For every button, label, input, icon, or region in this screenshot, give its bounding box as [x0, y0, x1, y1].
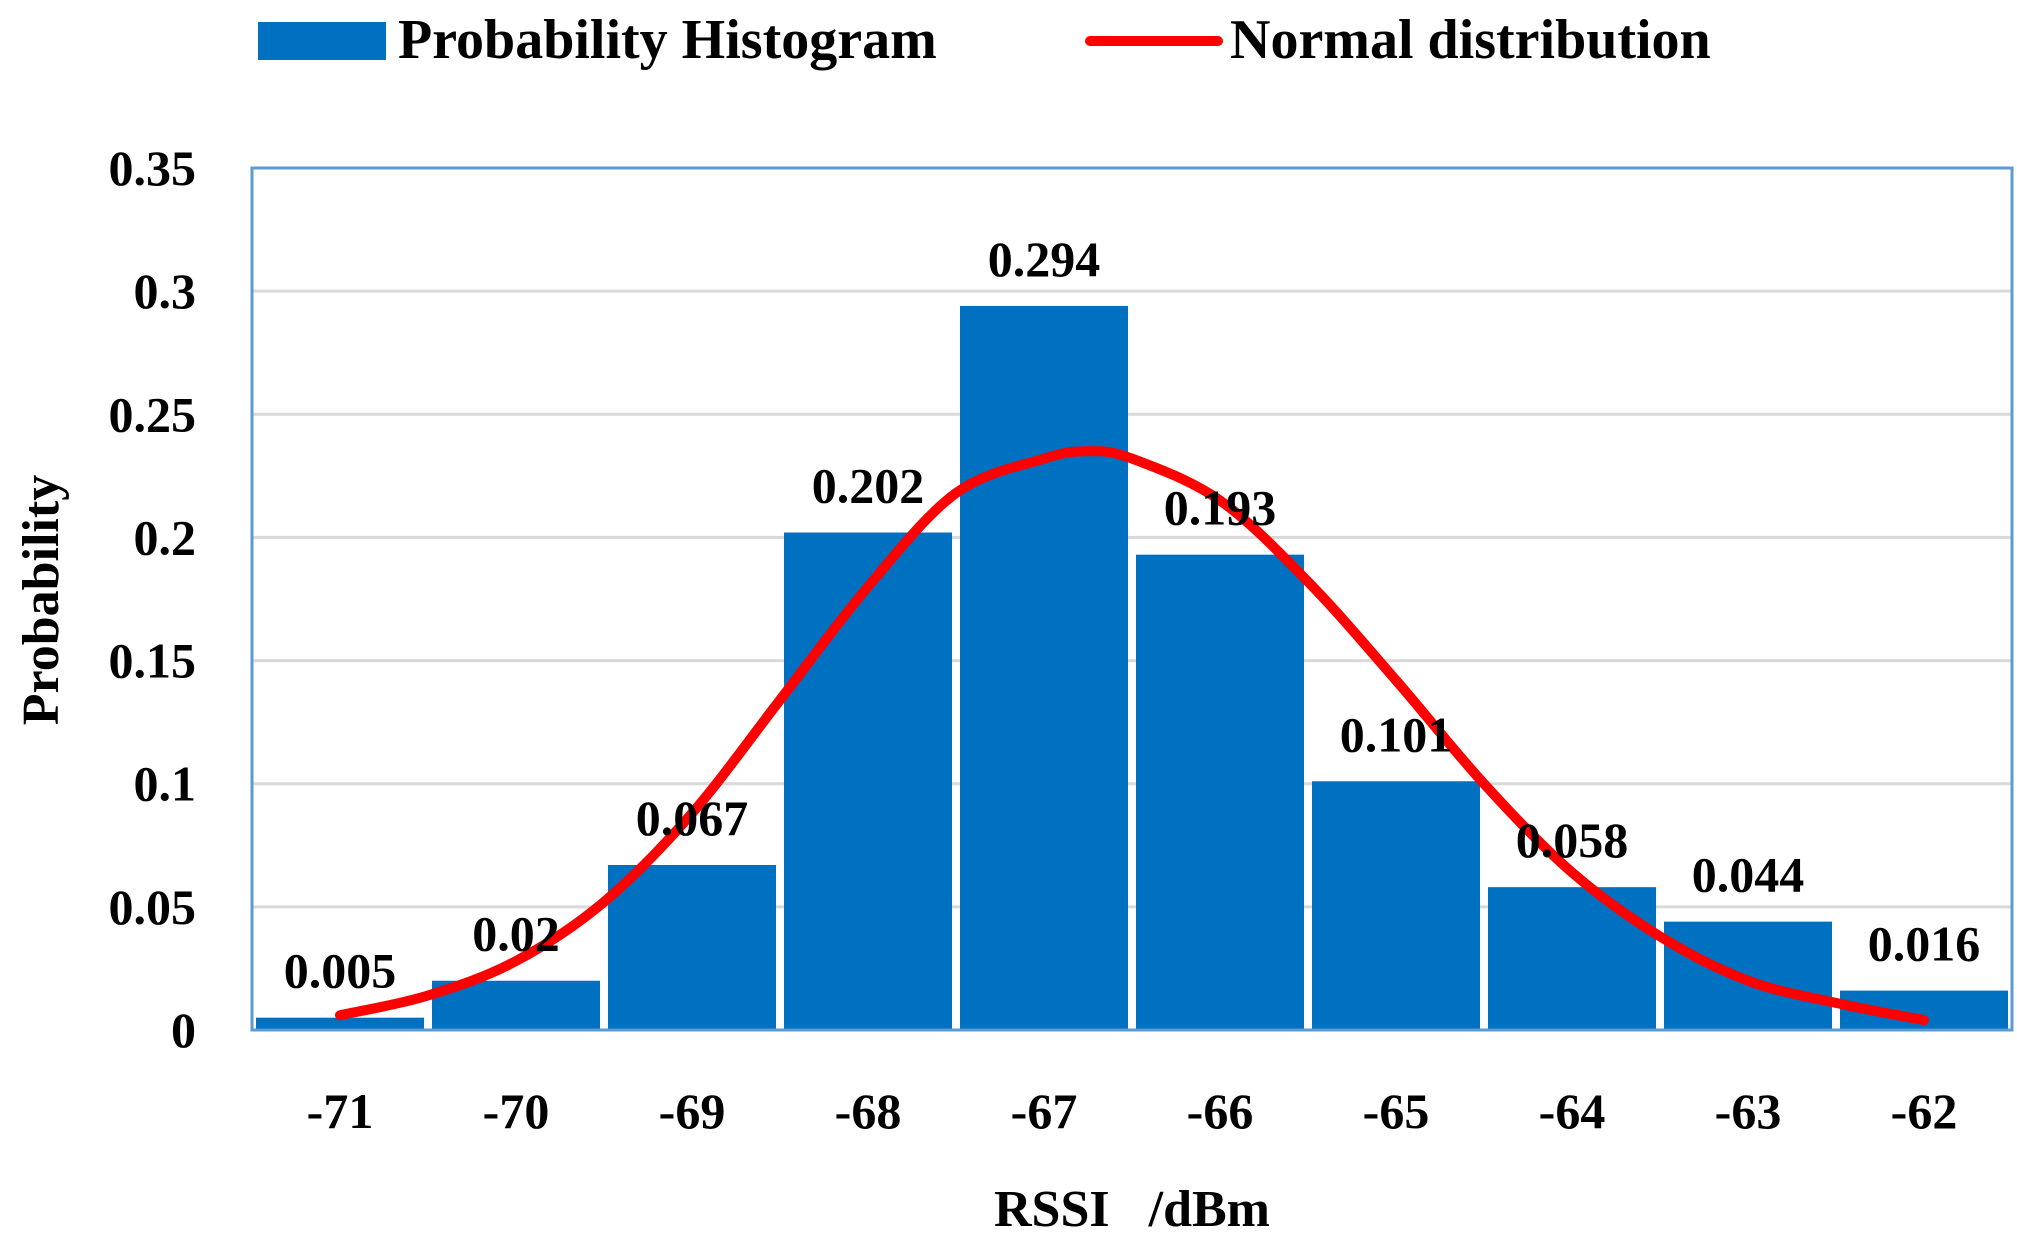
x-tick-label-8: -63 [1715, 1083, 1782, 1139]
data-label-4: 0.294 [988, 231, 1101, 287]
x-tick-label-6: -65 [1363, 1083, 1430, 1139]
bar-2 [608, 864, 776, 1030]
data-label-0: 0.005 [284, 943, 397, 999]
data-label-3: 0.202 [812, 458, 925, 514]
x-tick-label-2: -69 [659, 1083, 726, 1139]
y-axis-ticks: 0 0.05 0.1 0.15 0.2 0.25 0.3 0.35 [109, 140, 197, 1058]
data-label-2: 0.067 [636, 790, 749, 846]
y-tick-label-0: 0 [171, 1002, 196, 1058]
bar-7 [1488, 887, 1656, 1030]
x-tick-label-7: -64 [1539, 1083, 1606, 1139]
data-label-8: 0.044 [1692, 847, 1805, 903]
x-tick-label-0: -71 [307, 1083, 374, 1139]
y-tick-label-7: 0.35 [109, 140, 197, 196]
y-tick-label-5: 0.25 [109, 386, 197, 442]
x-axis-ticks: -71 -70 -69 -68 -67 -66 -65 -64 -63 -62 [307, 1083, 1958, 1139]
x-tick-label-3: -68 [835, 1083, 902, 1139]
gridlines [252, 166, 2012, 909]
bar-0 [256, 1017, 424, 1030]
x-tick-label-4: -67 [1011, 1083, 1078, 1139]
bar-5 [1136, 554, 1304, 1030]
legend: Probability Histogram Normal distributio… [258, 9, 1711, 71]
data-label-1: 0.02 [472, 906, 560, 962]
y-tick-label-1: 0.05 [109, 879, 197, 935]
data-label-7: 0.058 [1516, 812, 1629, 868]
legend-swatch-histogram [258, 22, 386, 60]
legend-label-histogram: Probability Histogram [398, 9, 937, 71]
data-label-9: 0.016 [1868, 916, 1981, 972]
plot-area-border [250, 166, 2014, 1032]
y-tick-label-6: 0.3 [134, 263, 197, 319]
y-axis-title: Probability [13, 475, 70, 725]
x-axis-title: RSSI /dBm [994, 1181, 1270, 1238]
bar-series [256, 305, 2008, 1030]
x-tick-label-1: -70 [483, 1083, 550, 1139]
y-tick-label-3: 0.15 [109, 633, 197, 689]
x-tick-label-5: -66 [1187, 1083, 1254, 1139]
bar-3 [784, 532, 952, 1030]
y-tick-label-4: 0.2 [134, 509, 197, 565]
bar-4 [960, 305, 1128, 1030]
data-labels: 0.005 0.02 0.067 0.202 0.294 0.193 0.101 0.058 0… [284, 231, 1981, 999]
bar-6 [1312, 781, 1480, 1030]
x-tick-label-9: -62 [1891, 1083, 1958, 1139]
data-label-5: 0.193 [1164, 480, 1277, 536]
normal-distribution-line [335, 446, 1929, 1026]
legend-label-normal: Normal distribution [1230, 9, 1711, 71]
y-tick-label-2: 0.1 [134, 756, 197, 812]
data-label-6: 0.101 [1340, 706, 1453, 762]
